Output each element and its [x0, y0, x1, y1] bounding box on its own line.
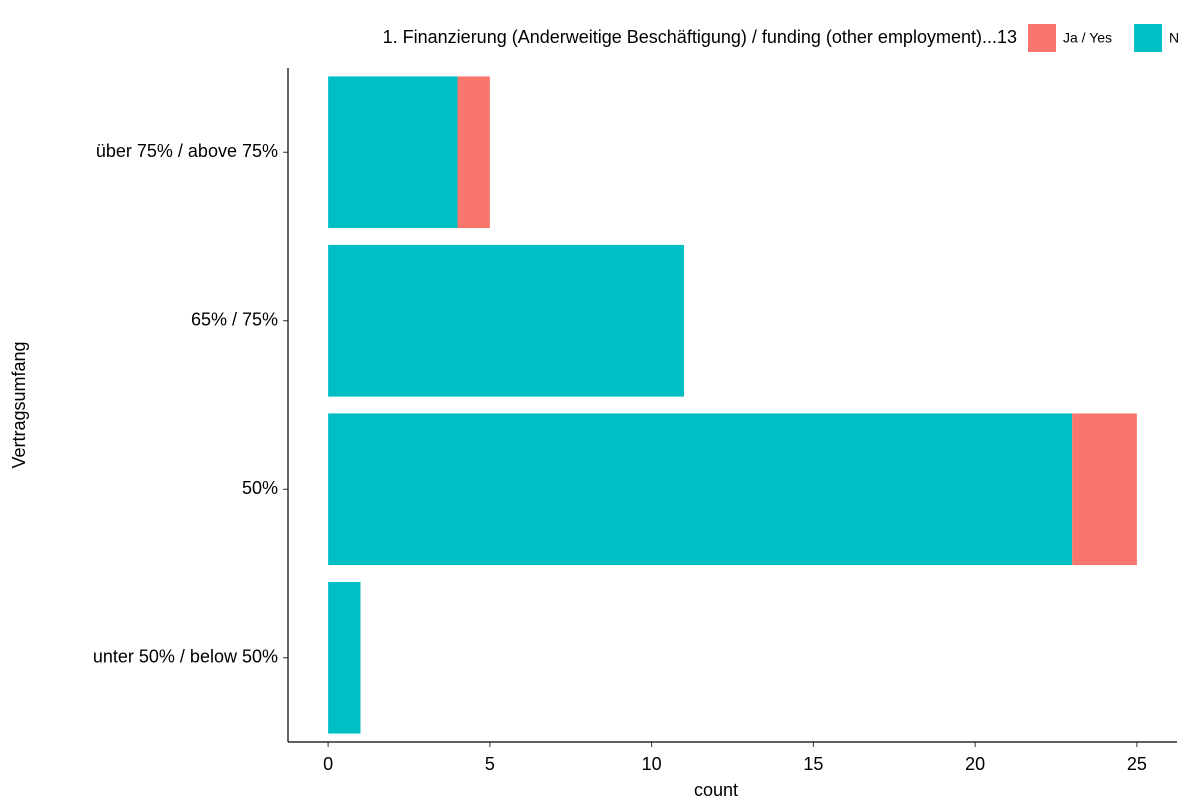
x-tick-label: 5 [485, 754, 495, 774]
y-tick-label: 50% [242, 478, 278, 498]
bar-segment [328, 76, 458, 229]
x-tick-label: 25 [1127, 754, 1147, 774]
bar-segment [1072, 413, 1137, 566]
legend-key [1134, 24, 1163, 52]
x-tick-label: 10 [642, 754, 662, 774]
bar-segment [328, 244, 684, 397]
legend-label: N [1169, 30, 1179, 46]
y-axis-title: Vertragsumfang [9, 341, 29, 468]
x-axis-title: count [694, 780, 738, 800]
y-tick-label: über 75% / above 75% [96, 141, 278, 161]
y-tick-label: 65% / 75% [191, 310, 278, 330]
x-tick-label: 15 [803, 754, 823, 774]
bar-segment [328, 581, 361, 734]
legend-label: Ja / Yes [1063, 30, 1112, 46]
bar-segment [328, 413, 1073, 566]
legend-title: 1. Finanzierung (Anderweitige Beschäftig… [383, 27, 1017, 47]
y-tick-label: unter 50% / below 50% [93, 647, 278, 667]
legend-key [1028, 24, 1056, 52]
x-tick-label: 0 [323, 754, 333, 774]
x-tick-label: 20 [965, 754, 985, 774]
bar-segment [457, 76, 490, 229]
